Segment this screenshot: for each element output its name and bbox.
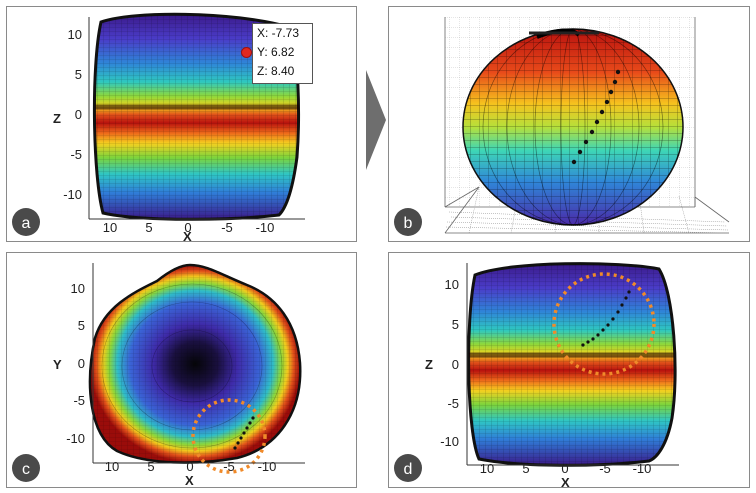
panel-b: b bbox=[388, 6, 750, 242]
y-tick: 10 bbox=[71, 281, 85, 296]
x-tick: 10 bbox=[105, 459, 119, 474]
tooltip-z: Z: 8.40 bbox=[257, 64, 295, 78]
x-tick: 5 bbox=[522, 461, 529, 476]
x-tick: -5 bbox=[221, 220, 233, 235]
x-tick: 0 bbox=[561, 461, 568, 476]
z-tick: 5 bbox=[75, 67, 82, 82]
flow-arrow-icon bbox=[366, 70, 386, 170]
panel-letter: c bbox=[22, 461, 30, 478]
y-tick: -10 bbox=[66, 431, 85, 446]
y-tick: -5 bbox=[73, 393, 85, 408]
z-tick: -10 bbox=[440, 434, 459, 449]
trajectory-dots bbox=[571, 69, 621, 165]
z-tick: -10 bbox=[63, 187, 82, 202]
x-tick: -10 bbox=[258, 459, 277, 474]
highlight-circle bbox=[552, 272, 656, 376]
z-tick: -5 bbox=[70, 147, 82, 162]
x-axis-label: X bbox=[561, 475, 570, 489]
z-tick: 0 bbox=[452, 357, 459, 372]
panel-badge bbox=[394, 454, 422, 482]
panel-d-ellipsoid bbox=[467, 262, 677, 467]
x-tick: 10 bbox=[480, 461, 494, 476]
x-tick: -5 bbox=[599, 461, 611, 476]
data-tooltip: X: -7.73 Y: 6.82 Z: 8.40 bbox=[252, 23, 313, 84]
panel-c-topview bbox=[88, 263, 302, 464]
z-axis-label: Z bbox=[425, 357, 433, 372]
z-tick: 5 bbox=[452, 317, 459, 332]
z-tick: 10 bbox=[445, 277, 459, 292]
panel-badge bbox=[394, 208, 422, 236]
panel-letter: b bbox=[404, 215, 413, 232]
panel-a-ellipsoid bbox=[92, 12, 300, 221]
z-tick: 10 bbox=[68, 27, 82, 42]
panel-b-plot: b bbox=[394, 17, 730, 236]
y-tick: 0 bbox=[78, 356, 85, 371]
x-tick: 5 bbox=[147, 459, 154, 474]
panel-c-plot: 10 5 0 -5 -10 10 5 0 -5 -10 Y X c bbox=[12, 263, 305, 488]
panel-d-plot: 10 5 0 -5 -10 10 5 0 -5 -10 Z X d bbox=[394, 262, 679, 489]
tooltip-y: Y: 6.82 bbox=[257, 45, 295, 59]
x-tick: -10 bbox=[633, 461, 652, 476]
panel-letter: d bbox=[404, 461, 413, 478]
panel-letter: a bbox=[22, 215, 31, 232]
panel-a-plot: 10 5 0 -5 -10 10 5 0 -5 -10 Z X a bbox=[12, 12, 305, 243]
panel-d: 10 5 0 -5 -10 10 5 0 -5 -10 Z X d bbox=[388, 252, 750, 489]
panel-b-sphere bbox=[462, 28, 684, 226]
panel-c: 10 5 0 -5 -10 10 5 0 -5 -10 Y X c bbox=[6, 252, 357, 488]
highlight-circle bbox=[191, 398, 267, 474]
data-point-marker[interactable] bbox=[241, 47, 252, 58]
panel-badge bbox=[12, 454, 40, 482]
x-tick: -5 bbox=[223, 459, 235, 474]
y-axis-label: Y bbox=[53, 357, 62, 372]
panel-badge bbox=[12, 208, 40, 236]
x-axis-label: X bbox=[185, 473, 194, 488]
tooltip-x: X: -7.73 bbox=[257, 26, 300, 40]
z-axis-label: Z bbox=[53, 111, 61, 126]
x-tick: 0 bbox=[186, 459, 193, 474]
trajectory-dots bbox=[581, 290, 631, 347]
x-tick: -10 bbox=[256, 220, 275, 235]
panel-a: 10 5 0 -5 -10 10 5 0 -5 -10 Z X a X: -7.… bbox=[6, 6, 357, 243]
z-tick: -5 bbox=[447, 396, 459, 411]
x-tick: 5 bbox=[145, 220, 152, 235]
x-tick: 0 bbox=[184, 220, 191, 235]
trajectory-dots bbox=[233, 416, 255, 450]
y-tick: 5 bbox=[78, 318, 85, 333]
x-tick: 10 bbox=[103, 220, 117, 235]
z-tick: 0 bbox=[75, 107, 82, 122]
x-axis-label: X bbox=[183, 229, 192, 243]
